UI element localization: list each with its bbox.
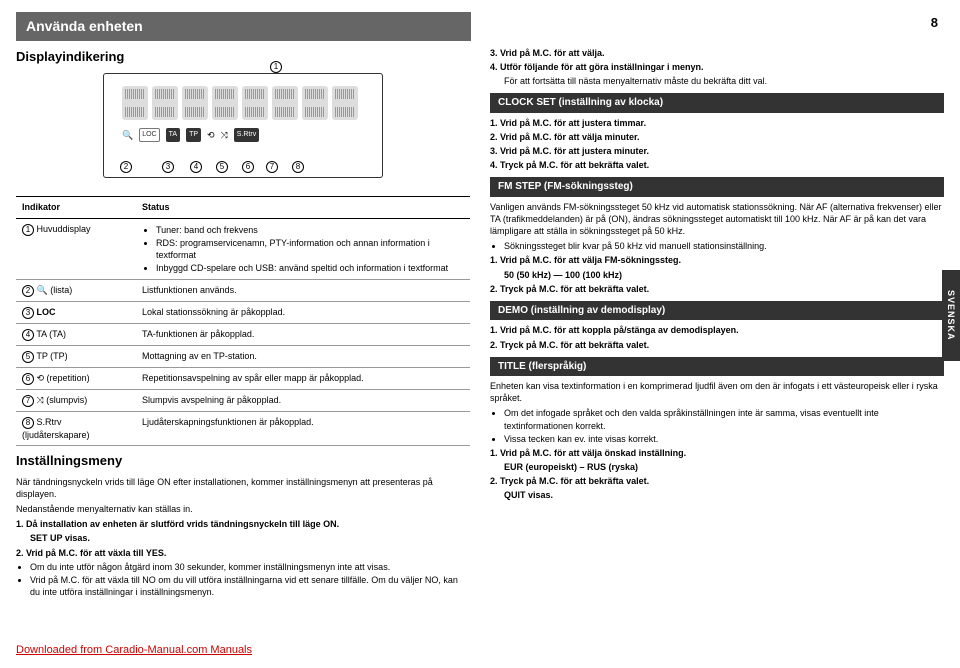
footer-link[interactable]: Downloaded from Caradio-Manual.com Manua… <box>16 643 252 658</box>
clock-s3: Vrid på M.C. för att justera minuter. <box>500 146 649 156</box>
demo-section: DEMO (inställning av demodisplay) <box>490 301 944 321</box>
callout-2: 2 <box>120 161 132 173</box>
th-status: Status <box>136 197 470 218</box>
table-row: 8 S.Rtrv (ljudåterskapare) Ljudåterskapn… <box>16 412 470 446</box>
title-bullet: Vissa tecken kan ev. inte visas korrekt. <box>504 433 944 445</box>
ta-indicator: TA <box>166 128 180 141</box>
intro-p2: Nedanstående menyalternativ kan ställas … <box>16 503 470 515</box>
callout-1: 1 <box>270 61 282 73</box>
callout-8: 8 <box>292 161 304 173</box>
repeat-icon: ⟲ <box>207 129 215 141</box>
step-2-bullet: Om du inte utför någon åtgärd inom 30 se… <box>30 561 470 573</box>
shuffle-icon: ⤨ <box>221 129 228 141</box>
language-tab: SVENSKA <box>942 270 960 361</box>
clock-s2: Vrid på M.C. för att välja minuter. <box>500 132 640 142</box>
display-subheading: Displayindikering <box>16 48 470 66</box>
indicator-row: 🔍 LOC TA TP ⟲ ⤨ S.Rtrv <box>122 128 259 141</box>
page-number: 8 <box>931 14 938 32</box>
indicator-table: Indikator Status 1 Huvuddisplay Tuner: b… <box>16 196 470 446</box>
title-section: TITLE (flerspråkig) <box>490 357 944 377</box>
srtrv-indicator: S.Rtrv <box>234 128 259 141</box>
search-icon: 🔍 <box>122 129 133 141</box>
table-row: 7 ⤨ (slumpvis) Slumpvis avspelning är på… <box>16 390 470 412</box>
title-s1: Vrid på M.C. för att välja önskad instäl… <box>500 448 686 458</box>
clock-s4: Tryck på M.C. för att bekräfta valet. <box>500 160 649 170</box>
left-column: Displayindikering 1 🔍 LOC TA TP ⟲ ⤨ S.Rt… <box>16 45 470 600</box>
callout-6: 6 <box>242 161 254 173</box>
title-s1-sub: EUR (europeiskt) – RUS (ryska) <box>504 462 638 472</box>
step-1-sub: SET UP visas. <box>30 533 90 543</box>
clock-s1: Vrid på M.C. för att justera timmar. <box>500 118 646 128</box>
callout-5: 5 <box>216 161 228 173</box>
step-3: Vrid på M.C. för att välja. <box>500 48 605 58</box>
loc-indicator: LOC <box>139 128 159 141</box>
page-header: Använda enheten <box>16 12 471 41</box>
title-s2: Tryck på M.C. för att bekräfta valet. <box>500 476 649 486</box>
table-row: 3 LOC Lokal stationssökning är påkopplad… <box>16 302 470 324</box>
callout-3: 3 <box>162 161 174 173</box>
step-1: Då installation av enheten är slutförd v… <box>26 519 339 529</box>
table-row: 4 TA (TA) TA-funktionen är påkopplad. <box>16 324 470 346</box>
title-bullet: Om det infogade språket och den valda sp… <box>504 407 944 431</box>
step-4: Utför följande för att göra inställninga… <box>500 62 704 72</box>
fm-s1: Vrid på M.C. för att välja FM-sökningsst… <box>500 255 681 265</box>
demo-s1: Vrid på M.C. för att koppla på/stänga av… <box>500 325 739 335</box>
step-2-bullet: Vrid på M.C. för att växla till NO om du… <box>30 574 470 598</box>
callout-7: 7 <box>266 161 278 173</box>
title-p1: Enheten kan visa textinformation i en ko… <box>490 380 944 404</box>
table-row: 1 Huvuddisplay Tuner: band och frekvens … <box>16 218 470 280</box>
demo-s2: Tryck på M.C. för att bekräfta valet. <box>500 340 649 350</box>
clock-section: CLOCK SET (inställning av klocka) <box>490 93 944 113</box>
table-row: 5 TP (TP) Mottagning av en TP-station. <box>16 346 470 368</box>
display-diagram: 1 🔍 LOC TA TP ⟲ ⤨ S.Rtrv 2 3 4 5 6 7 <box>103 73 383 178</box>
tp-indicator: TP <box>186 128 201 141</box>
fm-s1-sub: 50 (50 kHz) — 100 (100 kHz) <box>504 270 622 280</box>
table-row: 6 ⟲ (repetition) Repetitionsavspelning a… <box>16 368 470 390</box>
fm-p1: Vanligen används FM-sökningssteget 50 kH… <box>490 201 944 237</box>
table-row: 2 🔍 (lista) Listfunktionen används. <box>16 280 470 302</box>
step-4-sub: För att fortsätta till nästa menyalterna… <box>504 75 944 87</box>
th-indicator: Indikator <box>16 197 136 218</box>
right-column: 3. Vrid på M.C. för att välja. 4. Utför … <box>490 45 944 600</box>
fm-s2: Tryck på M.C. för att bekräfta valet. <box>500 284 649 294</box>
intro-p1: När tändningsnyckeln vrids till läge ON … <box>16 476 470 500</box>
step-2: Vrid på M.C. för att växla till YES. <box>26 548 166 558</box>
title-s2-sub: QUIT visas. <box>504 490 553 500</box>
settings-heading: Inställningsmeny <box>16 452 470 470</box>
fm-bullet: Sökningssteget blir kvar på 50 kHz vid m… <box>504 240 944 252</box>
callout-4: 4 <box>190 161 202 173</box>
fm-section: FM STEP (FM-sökningssteg) <box>490 177 944 197</box>
